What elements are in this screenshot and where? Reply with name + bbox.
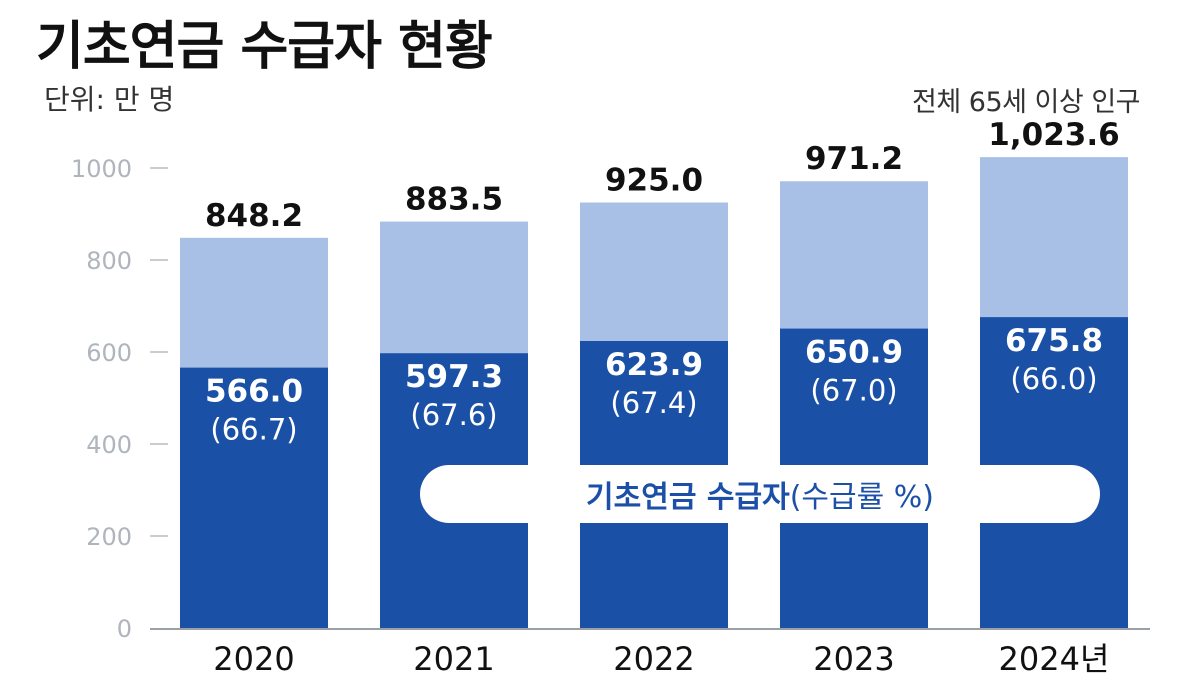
total-value-label: 883.5 (405, 182, 503, 218)
x-tick-label: 2024년 (999, 640, 1110, 678)
total-value-label: 1,023.6 (988, 117, 1119, 153)
y-tick-label: 1000 (71, 155, 132, 183)
recipient-rate-label: (67.0) (810, 374, 897, 408)
total-value-label: 971.2 (805, 141, 903, 177)
recipients-value-label: 566.0 (205, 374, 303, 410)
x-tick-label: 2020 (213, 640, 294, 678)
unit-label: 단위: 만 명 (44, 83, 175, 116)
recipient-rate-label: (67.6) (410, 398, 497, 432)
legend-rate-label: (수급률 %) (789, 480, 934, 515)
chart-title: 기초연금 수급자 현황 (36, 17, 493, 77)
recipients-bar (180, 367, 328, 628)
total-series-label: 전체 65세 이상 인구 (912, 87, 1140, 118)
y-tick-label: 200 (86, 523, 132, 551)
total-value-label: 925.0 (605, 163, 703, 199)
x-tick-label: 2022 (613, 640, 694, 678)
recipient-rate-label: (66.7) (210, 413, 297, 447)
y-tick-label: 800 (86, 247, 132, 275)
recipient-rate-label: (66.0) (1010, 362, 1097, 396)
total-value-label: 848.2 (205, 198, 303, 234)
y-tick-label: 600 (86, 339, 132, 367)
legend-pill: 기초연금 수급자 (수급률 %) (420, 465, 1100, 523)
y-tick-label: 0 (117, 615, 132, 643)
recipients-value-label: 623.9 (605, 347, 703, 383)
legend-recipients-label: 기초연금 수급자 (586, 480, 790, 515)
recipients-value-label: 597.3 (405, 359, 503, 395)
x-tick-label: 2021 (413, 640, 494, 678)
recipients-value-label: 650.9 (805, 335, 903, 371)
recipients-value-label: 675.8 (1005, 323, 1103, 359)
x-tick-label: 2023 (813, 640, 894, 678)
y-tick-label: 400 (86, 431, 132, 459)
recipient-rate-label: (67.4) (610, 386, 697, 420)
